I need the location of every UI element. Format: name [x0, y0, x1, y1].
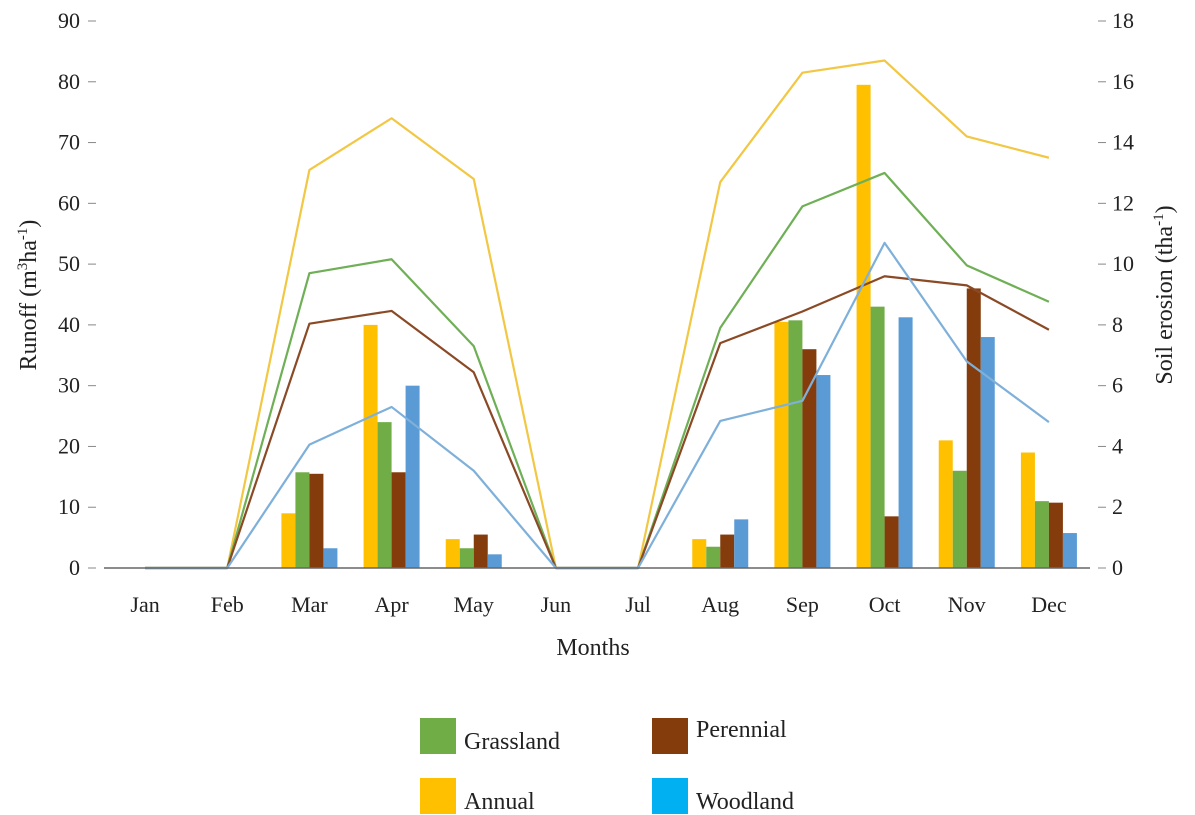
x-tick-dec: Dec — [1031, 592, 1067, 617]
bar-grassland-apr — [377, 422, 392, 568]
bar-annual-may — [445, 539, 460, 568]
bar-annual-dec — [1020, 452, 1035, 568]
x-tick-sep: Sep — [786, 592, 819, 617]
legend-label-grassland: Grassland — [464, 729, 560, 755]
y-right-tick-12: 12 — [1112, 190, 1134, 215]
legend-item-woodland: Woodland — [652, 778, 794, 814]
bar-woodland-aug — [734, 519, 749, 568]
bar-perennial-aug — [720, 534, 735, 568]
y-axis-title-right: Soil erosion (tha-1) — [1151, 205, 1178, 384]
bar-perennial-apr — [391, 472, 406, 568]
bar-perennial-mar — [309, 473, 324, 568]
x-tick-oct: Oct — [869, 592, 901, 617]
y-left-tick-70: 70 — [58, 130, 80, 155]
chart-svg: 0 10 20 30 40 50 60 70 80 90 0 2 4 6 8 10 12 14 16 18 Jan F… — [15, 8, 1178, 661]
y-right-tick-18: 18 — [1112, 8, 1134, 33]
line-perennial — [145, 275, 1050, 570]
bar-woodland-mar — [323, 548, 338, 568]
y-left-tick-0: 0 — [69, 555, 80, 580]
legend-swatch-annual — [420, 778, 456, 814]
left-tick-labels: 0 10 20 30 40 50 60 70 80 90 — [58, 8, 96, 580]
x-axis-title: Months — [556, 635, 629, 661]
bar-perennial-dec — [1048, 502, 1063, 568]
y-left-tick-30: 30 — [58, 373, 80, 398]
y-axis-title-left: Runoff (m3ha-1) — [15, 220, 42, 371]
y-left-tick-50: 50 — [58, 251, 80, 276]
line-annual — [145, 59, 1050, 570]
bar-woodland-oct — [898, 317, 913, 568]
bar-woodland-sep — [816, 375, 831, 568]
bar-annual-aug — [692, 539, 707, 568]
bars-layer — [281, 84, 1077, 569]
x-tick-jan: Jan — [130, 592, 159, 617]
bar-annual-mar — [281, 513, 296, 568]
y-left-tick-40: 40 — [58, 312, 80, 337]
legend: Grassland Perennial Annual Woodland — [420, 712, 900, 814]
y-left-tick-20: 20 — [58, 433, 80, 458]
x-tick-jun: Jun — [541, 592, 572, 617]
bar-grassland-sep — [788, 320, 803, 568]
bar-annual-sep — [774, 321, 789, 568]
bar-grassland-aug — [706, 546, 721, 568]
bar-grassland-mar — [295, 472, 310, 568]
lines-layer — [145, 59, 1050, 570]
y-right-tick-14: 14 — [1112, 130, 1134, 155]
legend-item-perennial: Perennial — [652, 718, 787, 754]
legend-label-annual: Annual — [464, 789, 535, 815]
line-grassland — [145, 171, 1050, 570]
y-right-tick-6: 6 — [1112, 373, 1123, 398]
legend-swatch-perennial — [652, 718, 688, 754]
x-tick-jul: Jul — [625, 592, 651, 617]
bar-annual-apr — [363, 324, 378, 568]
x-tick-may: May — [454, 592, 494, 617]
right-tick-labels: 0 2 4 6 8 10 12 14 16 18 — [1098, 8, 1134, 580]
legend-item-grassland: Grassland — [420, 718, 560, 754]
line-woodland — [145, 241, 1050, 570]
bar-woodland-may — [487, 554, 502, 568]
x-tick-apr: Apr — [374, 592, 409, 617]
bar-perennial-may — [473, 534, 488, 568]
y-left-tick-10: 10 — [58, 494, 80, 519]
x-tick-mar: Mar — [291, 592, 328, 617]
y-right-tick-0: 0 — [1112, 555, 1123, 580]
y-right-tick-10: 10 — [1112, 251, 1134, 276]
y-right-tick-8: 8 — [1112, 312, 1123, 337]
legend-swatch-woodland — [652, 778, 688, 814]
bar-perennial-sep — [802, 349, 817, 568]
x-tick-labels: Jan Feb Mar Apr May Jun Jul Aug Sep Oct Nov Dec — [130, 592, 1066, 617]
y-left-tick-80: 80 — [58, 69, 80, 94]
y-right-tick-2: 2 — [1112, 494, 1123, 519]
bar-annual-oct — [856, 84, 871, 569]
bar-perennial-nov — [966, 288, 981, 568]
x-tick-feb: Feb — [211, 592, 244, 617]
legend-label-woodland: Woodland — [696, 789, 795, 815]
bar-grassland-nov — [952, 470, 967, 568]
legend-label-perennial: Perennial — [696, 717, 787, 743]
x-tick-aug: Aug — [701, 592, 739, 617]
legend-swatch-grassland — [420, 718, 456, 754]
bar-woodland-nov — [980, 337, 995, 568]
y-left-tick-90: 90 — [58, 8, 80, 33]
bar-grassland-may — [459, 548, 474, 568]
y-right-tick-4: 4 — [1112, 433, 1123, 458]
bar-perennial-oct — [884, 516, 899, 568]
y-left-tick-60: 60 — [58, 190, 80, 215]
bar-woodland-dec — [1062, 533, 1077, 568]
y-right-tick-16: 16 — [1112, 69, 1134, 94]
bar-grassland-dec — [1034, 501, 1049, 568]
bar-annual-nov — [938, 440, 953, 568]
bar-grassland-oct — [870, 306, 885, 568]
bar-woodland-apr — [405, 385, 420, 568]
legend-item-annual: Annual — [420, 778, 535, 814]
x-tick-nov: Nov — [948, 592, 986, 617]
